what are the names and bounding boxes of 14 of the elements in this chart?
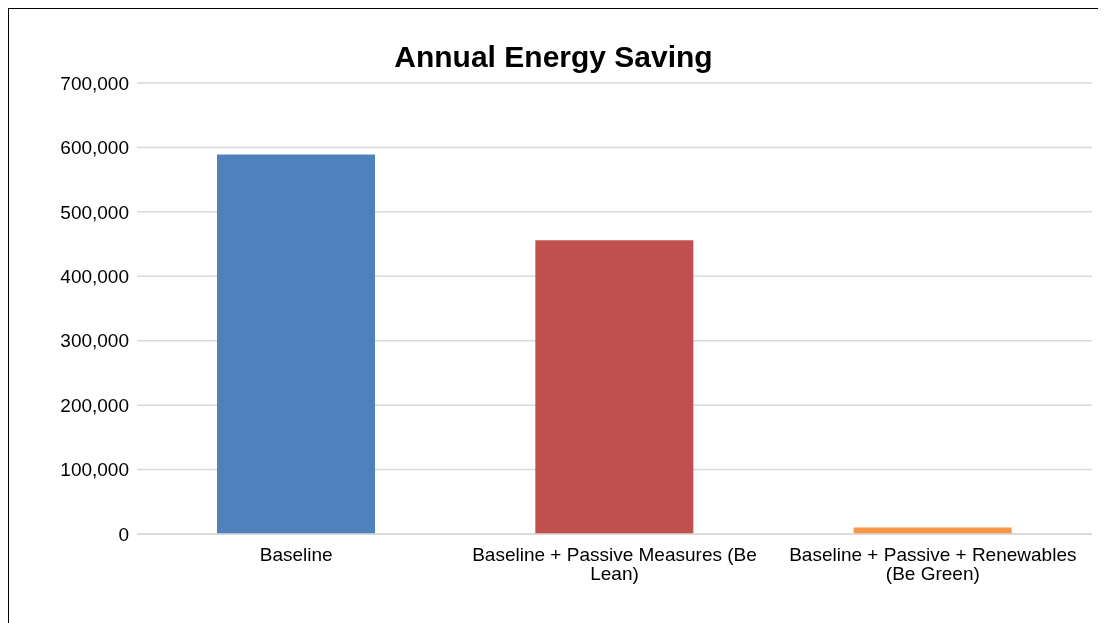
- y-tick-label: 300,000: [60, 330, 129, 352]
- y-tick-label: 0: [118, 523, 129, 545]
- x-tick-label: Baseline + Passive + Renewables (Be Green): [789, 544, 1077, 585]
- y-tick-label: 400,000: [60, 266, 129, 288]
- y-tick-label: 200,000: [60, 394, 129, 416]
- x-tick-label: Baseline: [259, 544, 333, 566]
- y-tick-label: 600,000: [60, 137, 129, 159]
- bar: [535, 240, 694, 534]
- chart-title: Annual Energy Saving: [393, 39, 714, 73]
- bar: [217, 154, 375, 534]
- y-tick-label: 500,000: [60, 201, 129, 223]
- y-tick-label: 700,000: [60, 72, 129, 94]
- x-tick-label: Baseline + Passive Measures (Be Lean): [472, 544, 757, 585]
- y-tick-label: 100,000: [60, 459, 129, 481]
